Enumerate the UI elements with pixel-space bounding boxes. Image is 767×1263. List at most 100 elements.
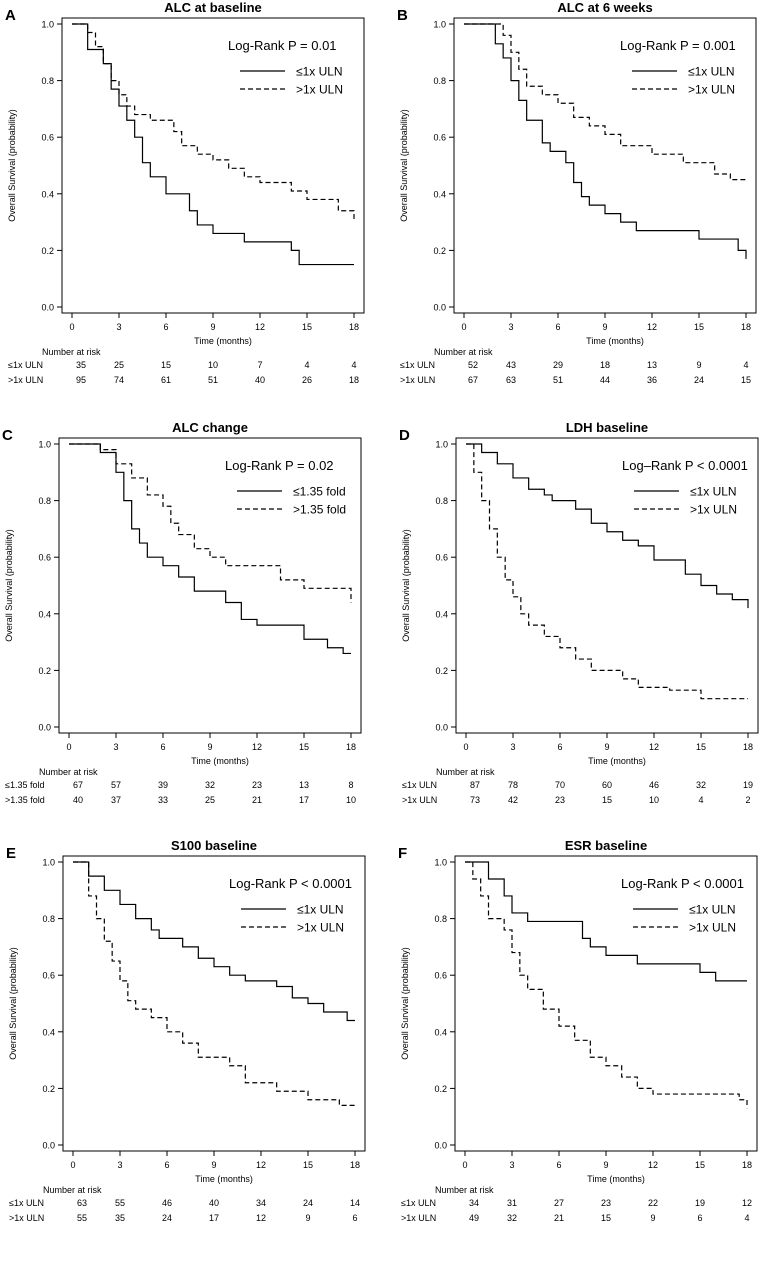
risk-row-label: >1x ULN: [402, 795, 437, 805]
y-tick-label: 0.0: [41, 303, 54, 313]
plot-frame: [453, 17, 757, 314]
risk-count: 4: [744, 1213, 749, 1223]
plot-frame: [454, 855, 758, 1152]
risk-count: 37: [111, 795, 121, 805]
y-tick-label: 1.0: [42, 858, 55, 868]
risk-count: 6: [352, 1213, 357, 1223]
risk-row-label: >1.35 fold: [5, 795, 45, 805]
panel-letter: C: [2, 427, 13, 444]
x-tick-label: 12: [647, 322, 657, 332]
y-tick-label: 0.6: [434, 971, 447, 981]
risk-count: 23: [252, 780, 262, 790]
km-chart: E S100 baseline 0.0 0.2 0.4 0.6 0.8 1.0 0 3 6 9 12 15…: [6, 838, 366, 1223]
chart-title: ESR baseline: [565, 838, 647, 853]
risk-count: 35: [76, 360, 86, 370]
x-tick-label: 3: [508, 322, 513, 332]
x-tick-label: 15: [694, 322, 704, 332]
risk-count: 33: [158, 795, 168, 805]
risk-count: 10: [649, 795, 659, 805]
y-tick-label: 0.2: [38, 666, 51, 676]
y-tick-label: 0.0: [38, 723, 51, 733]
x-tick-label: 9: [211, 1160, 216, 1170]
panel-letter: E: [6, 845, 16, 862]
survival-curve: [465, 861, 748, 1109]
y-tick-label: 0.2: [433, 246, 446, 256]
risk-count: 51: [208, 375, 218, 385]
risk-row-label: ≤1x ULN: [400, 360, 435, 370]
risk-count: 15: [601, 1213, 611, 1223]
x-tick-label: 6: [555, 322, 560, 332]
chart-title: ALC change: [172, 420, 248, 435]
risk-count: 26: [302, 375, 312, 385]
risk-count: 22: [648, 1198, 658, 1208]
risk-row-label: >1x ULN: [400, 375, 435, 385]
legend-label: ≤1x ULN: [297, 903, 344, 917]
legend-label: >1.35 fold: [293, 503, 346, 517]
y-tick-label: 0.6: [38, 553, 51, 563]
x-axis-label: Time (months): [191, 756, 249, 766]
km-chart: F ESR baseline 0.0 0.2 0.4 0.6 0.8 1.0 0 3 6 9 12 15 1…: [398, 838, 758, 1223]
risk-count: 40: [255, 375, 265, 385]
plot-frame: [58, 437, 362, 734]
legend-label: ≤1x ULN: [689, 903, 736, 917]
risk-table-title: Number at risk: [39, 767, 98, 777]
y-tick-label: 0.2: [41, 246, 54, 256]
risk-count: 46: [649, 780, 659, 790]
risk-count: 34: [469, 1198, 479, 1208]
risk-count: 32: [696, 780, 706, 790]
chart-title: ALC at 6 weeks: [557, 0, 652, 15]
risk-count: 19: [695, 1198, 705, 1208]
km-chart: D LDH baseline 0.0 0.2 0.4 0.6 0.8 1.0 0 3 6 9 12 15 1…: [399, 420, 759, 805]
y-tick-label: 1.0: [38, 440, 51, 450]
y-tick-label: 0.8: [38, 496, 51, 506]
chart-title: ALC at baseline: [164, 0, 262, 15]
y-tick-label: 0.4: [435, 609, 448, 619]
x-axis-label: Time (months): [587, 1174, 645, 1184]
survival-curve: [72, 23, 355, 220]
panel-e: E S100 baseline 0.0 0.2 0.4 0.6 0.8 1.0 0 3 6 9 12 15…: [1, 838, 384, 1258]
risk-count: 9: [696, 360, 701, 370]
panel-letter: F: [398, 845, 407, 862]
risk-count: 61: [161, 375, 171, 385]
y-tick-label: 0.2: [434, 1084, 447, 1094]
x-tick-label: 3: [113, 742, 118, 752]
survival-curve: [464, 23, 746, 181]
legend-label: ≤1x ULN: [296, 65, 343, 79]
x-tick-label: 6: [160, 742, 165, 752]
risk-count: 31: [507, 1198, 517, 1208]
x-tick-label: 6: [163, 322, 168, 332]
risk-count: 25: [205, 795, 215, 805]
risk-count: 25: [114, 360, 124, 370]
risk-count: 21: [554, 1213, 564, 1223]
risk-count: 13: [647, 360, 657, 370]
x-tick-label: 6: [164, 1160, 169, 1170]
risk-count: 9: [650, 1213, 655, 1223]
x-tick-label: 6: [557, 742, 562, 752]
panel-c: C ALC change 0.0 0.2 0.4 0.6 0.8 1.0 0 3 6 9 12 15 18 T…: [0, 420, 380, 840]
x-tick-label: 9: [602, 322, 607, 332]
x-tick-label: 0: [463, 742, 468, 752]
x-tick-label: 12: [256, 1160, 266, 1170]
y-tick-label: 0.6: [435, 553, 448, 563]
x-tick-label: 18: [346, 742, 356, 752]
risk-count: 2: [745, 795, 750, 805]
risk-row-label: ≤1.35 fold: [5, 780, 44, 790]
y-tick-label: 0.4: [41, 189, 54, 199]
risk-count: 39: [158, 780, 168, 790]
risk-count: 24: [162, 1213, 172, 1223]
risk-table-title: Number at risk: [434, 347, 493, 357]
panel-letter: B: [397, 7, 408, 24]
risk-table-title: Number at risk: [435, 1185, 494, 1195]
risk-count: 36: [647, 375, 657, 385]
risk-count: 12: [256, 1213, 266, 1223]
y-tick-label: 0.6: [42, 971, 55, 981]
survival-curve: [69, 443, 352, 603]
risk-row-label: ≤1x ULN: [9, 1198, 44, 1208]
y-tick-label: 0.4: [434, 1027, 447, 1037]
x-tick-label: 15: [302, 322, 312, 332]
risk-count: 74: [114, 375, 124, 385]
y-tick-label: 0.4: [38, 609, 51, 619]
risk-count: 12: [742, 1198, 752, 1208]
y-tick-label: 0.6: [433, 133, 446, 143]
